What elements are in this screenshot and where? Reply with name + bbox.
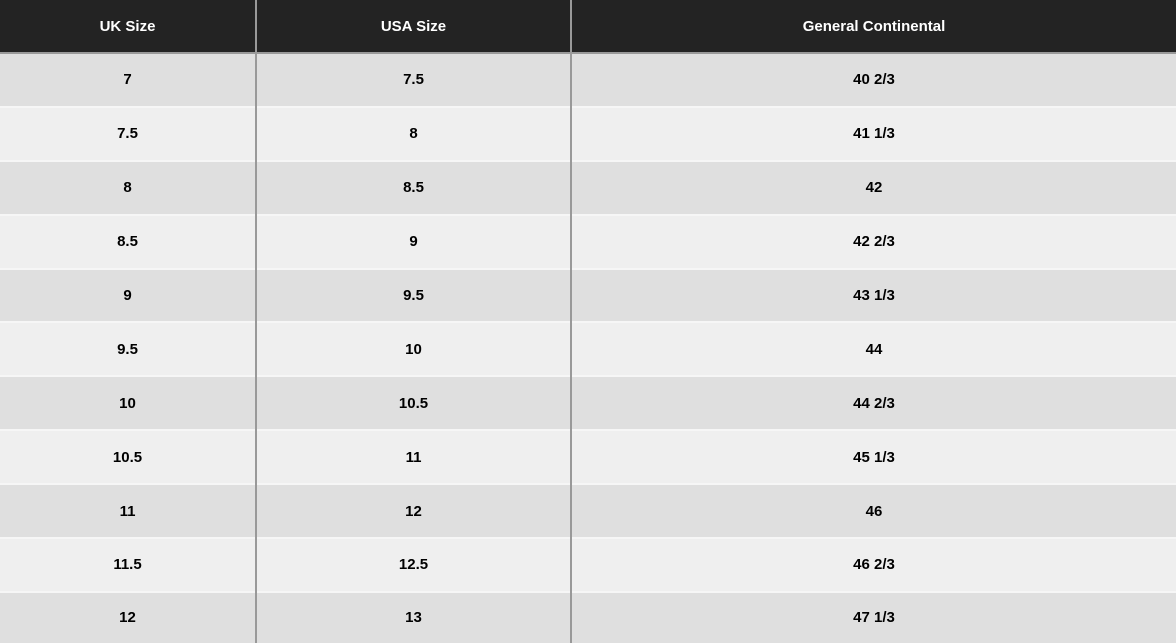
cell-uk-size: 9 [0,267,256,323]
table-row: 8.5 9 42 2/3 [0,213,1176,269]
cell-general-continental: 46 [570,483,1176,539]
table-row: 9.5 10 44 [0,321,1176,377]
table-row: 7 7.5 40 2/3 [0,52,1176,107]
cell-uk-size: 10.5 [0,429,256,485]
column-header-uk-size: UK Size [0,0,256,54]
column-header-usa-size: USA Size [255,0,571,54]
column-header-general-continental: General Continental [570,0,1176,54]
table-row: 12 13 47 1/3 [0,590,1176,643]
cell-usa-size: 11 [255,429,571,485]
cell-uk-size: 8 [0,159,256,215]
cell-uk-size: 7.5 [0,105,256,161]
cell-uk-size: 7 [0,52,256,107]
cell-usa-size: 7.5 [255,52,571,107]
cell-uk-size: 10 [0,375,256,431]
cell-general-continental: 46 2/3 [570,537,1176,592]
cell-general-continental: 42 2/3 [570,213,1176,269]
cell-usa-size: 12 [255,483,571,539]
cell-usa-size: 12.5 [255,537,571,592]
table-row: 10.5 11 45 1/3 [0,429,1176,485]
cell-general-continental: 42 [570,159,1176,215]
cell-usa-size: 8.5 [255,159,571,215]
table-row: 11 12 46 [0,483,1176,539]
cell-uk-size: 12 [0,590,256,643]
cell-uk-size: 8.5 [0,213,256,269]
cell-general-continental: 41 1/3 [570,105,1176,161]
cell-general-continental: 40 2/3 [570,52,1176,107]
cell-usa-size: 9.5 [255,267,571,323]
cell-uk-size: 9.5 [0,321,256,377]
cell-usa-size: 10 [255,321,571,377]
cell-usa-size: 13 [255,590,571,643]
cell-uk-size: 11 [0,483,256,539]
table-row: 8 8.5 42 [0,159,1176,215]
table-row: 11.5 12.5 46 2/3 [0,537,1176,592]
cell-usa-size: 10.5 [255,375,571,431]
table-row: 10 10.5 44 2/3 [0,375,1176,431]
cell-general-continental: 47 1/3 [570,590,1176,643]
cell-usa-size: 8 [255,105,571,161]
cell-general-continental: 44 2/3 [570,375,1176,431]
cell-general-continental: 43 1/3 [570,267,1176,323]
cell-general-continental: 44 [570,321,1176,377]
table-body: 7 7.5 40 2/3 7.5 8 41 1/3 8 8.5 42 8.5 9… [0,52,1176,643]
table-row: 9 9.5 43 1/3 [0,267,1176,323]
cell-usa-size: 9 [255,213,571,269]
table-row: 7.5 8 41 1/3 [0,105,1176,161]
header-row: UK Size USA Size General Continental [0,0,1176,54]
cell-uk-size: 11.5 [0,537,256,592]
cell-general-continental: 45 1/3 [570,429,1176,485]
table-header: UK Size USA Size General Continental [0,0,1176,54]
